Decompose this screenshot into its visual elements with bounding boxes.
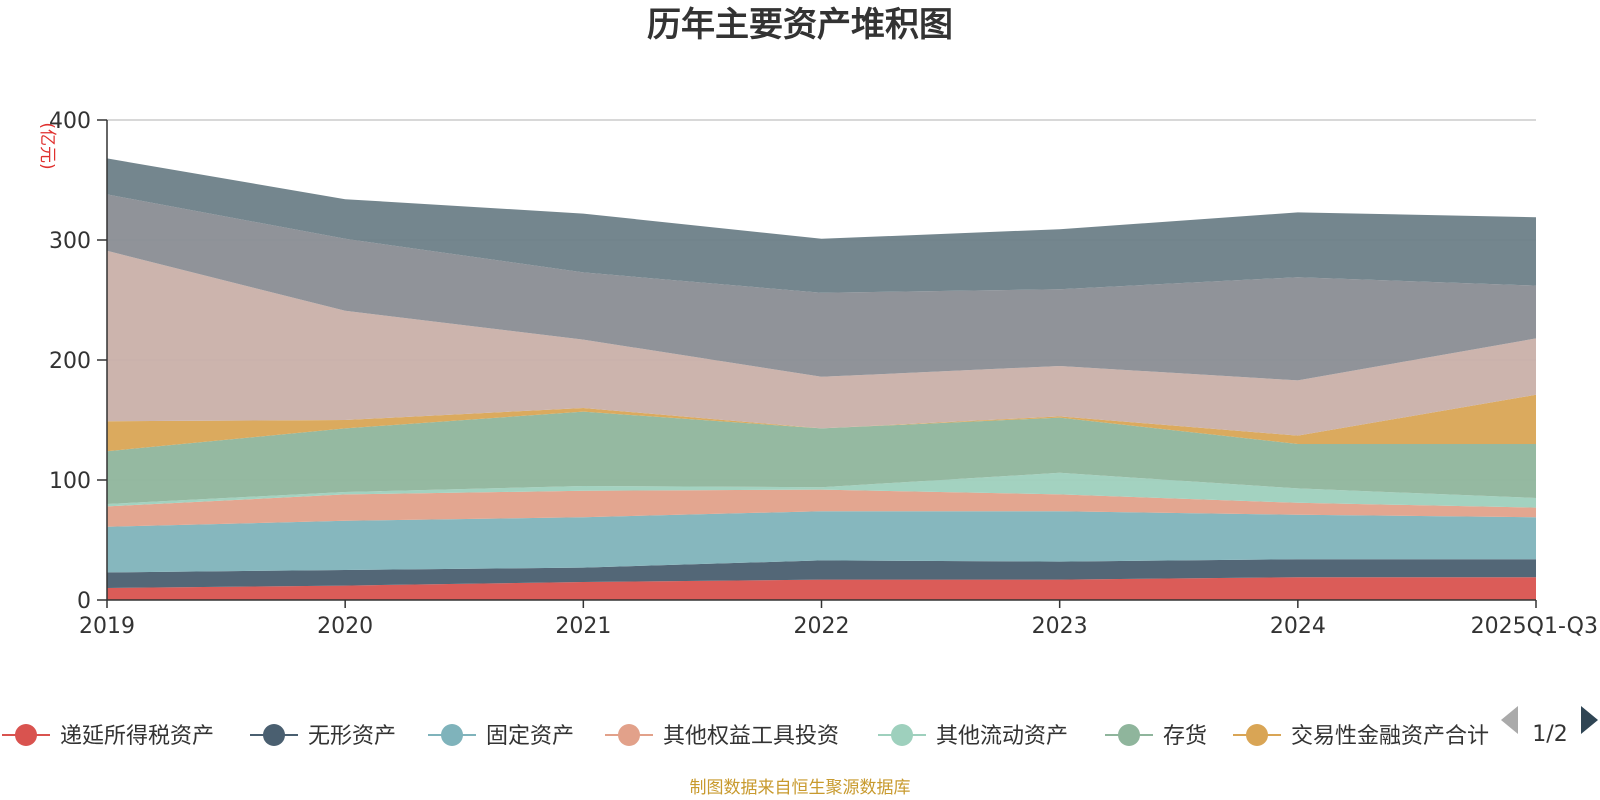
legend-label: 无形资产 [308, 724, 396, 749]
y-tick-label: 100 [49, 469, 91, 494]
legend-label: 交易性金融资产合计 [1291, 724, 1489, 749]
legend-marker-icon [891, 724, 913, 746]
legend-label: 存货 [1163, 724, 1207, 749]
legend-item[interactable]: 固定资产 [428, 724, 574, 749]
x-tick-label: 2019 [79, 614, 135, 639]
area-series-5 [107, 472, 1536, 508]
legend-item[interactable]: 存货 [1105, 724, 1207, 749]
legend-label: 其他权益工具投资 [663, 724, 839, 749]
x-tick-label: 2023 [1032, 614, 1088, 639]
legend-marker-icon [1246, 724, 1268, 746]
area-series-3 [107, 511, 1536, 573]
data-source-note: 制图数据来自恒生聚源数据库 [690, 778, 911, 798]
area-series-8 [107, 250, 1536, 436]
legend-label: 递延所得税资产 [60, 724, 214, 749]
area-series-7 [107, 394, 1536, 452]
y-tick-label: 400 [49, 109, 91, 134]
x-tick-label: 2024 [1270, 614, 1326, 639]
x-tick-label: 2020 [317, 614, 373, 639]
axes: 0 100 200 300 400 2019 2020 2021 2022 2023 2024 202… [49, 109, 1598, 639]
x-tick-label: 2021 [555, 614, 611, 639]
legend-prev-page-icon[interactable] [1501, 706, 1518, 734]
y-tick-label: 0 [77, 589, 91, 614]
area-series-9 [107, 194, 1536, 381]
legend-marker-icon [618, 724, 640, 746]
legend: 递延所得税资产 无形资产 固定资产 其他权益工具投资 其他流动资产 存货 交易性金融资产合计 [2, 724, 1489, 749]
legend-item[interactable]: 其他流动资产 [878, 724, 1068, 749]
y-axis-unit-label: (亿元) [37, 122, 57, 169]
area-series-1 [107, 577, 1536, 600]
legend-marker-icon [1118, 724, 1140, 746]
area-series-2 [107, 559, 1536, 588]
legend-page-indicator: 1/2 [1532, 722, 1567, 747]
y-tick-label: 200 [49, 349, 91, 374]
area-series-4 [107, 489, 1536, 527]
x-tick-label: 2025Q1-Q3 [1471, 614, 1598, 639]
chart-title: 历年主要资产堆积图 [647, 5, 953, 45]
area-series-10 [107, 158, 1536, 293]
legend-item[interactable]: 无形资产 [250, 724, 396, 749]
legend-item[interactable]: 其他权益工具投资 [605, 724, 839, 749]
legend-label: 固定资产 [486, 724, 574, 749]
legend-marker-icon [441, 724, 463, 746]
legend-item[interactable]: 递延所得税资产 [2, 724, 214, 749]
legend-next-page-icon[interactable] [1581, 706, 1598, 734]
legend-label: 其他流动资产 [936, 724, 1068, 749]
legend-item[interactable]: 交易性金融资产合计 [1233, 724, 1489, 749]
y-tick-label: 300 [49, 229, 91, 254]
legend-pager: 1/2 [1501, 706, 1598, 747]
legend-marker-icon [15, 724, 37, 746]
legend-marker-icon [263, 724, 285, 746]
area-series-layer [107, 158, 1536, 600]
area-series-6 [107, 411, 1536, 504]
x-tick-label: 2022 [794, 614, 850, 639]
